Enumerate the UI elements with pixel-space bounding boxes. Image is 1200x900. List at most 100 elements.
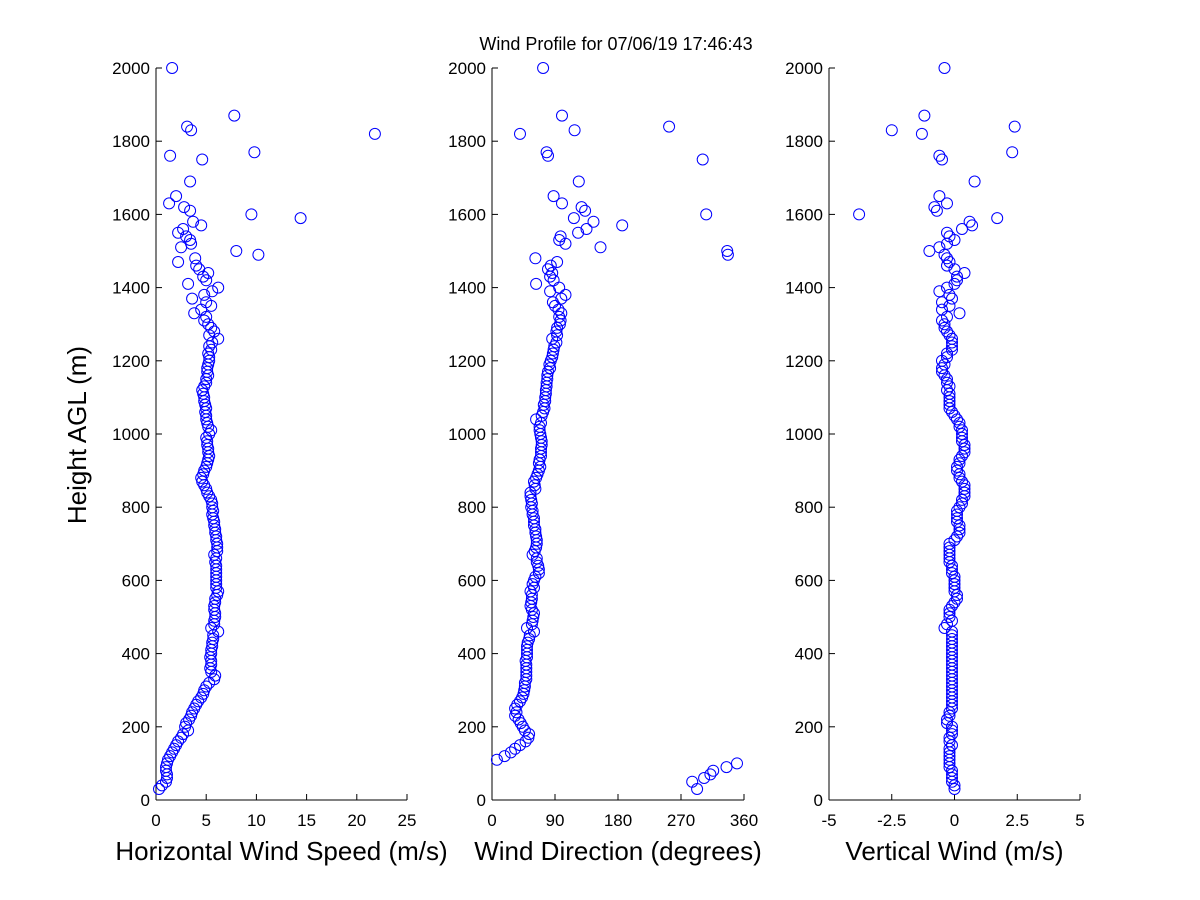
data-point <box>537 62 550 74</box>
panel-1: 0 200 400 600 800 1000 1200 1400 1600 1800 2000 0 5 1… <box>112 59 448 866</box>
data-point <box>540 146 553 159</box>
data-point <box>166 62 179 74</box>
x-tick-label: 90 <box>546 811 565 830</box>
data-point <box>956 493 968 506</box>
data-point <box>720 761 733 774</box>
data-point <box>1008 120 1021 133</box>
y-tick-label: 200 <box>122 718 150 737</box>
data-point <box>551 329 564 342</box>
data-point <box>200 402 213 415</box>
data-point <box>529 252 542 265</box>
x-tick-label: 0 <box>950 811 959 830</box>
x-tick-label: 0 <box>151 811 160 830</box>
data-point <box>933 149 946 162</box>
panel-3: 0 200 400 600 800 1000 1200 1400 1600 1800 2000 -5 -… <box>785 59 1085 866</box>
y-tick-label: 1800 <box>785 132 823 151</box>
y-tick-label: 1600 <box>785 205 823 224</box>
data-point <box>551 256 564 268</box>
data-point <box>1006 146 1019 159</box>
x-axis-label: Wind Direction (degrees) <box>474 836 762 866</box>
y-tick-label: 1000 <box>785 425 823 444</box>
data-point <box>164 149 177 162</box>
data-point <box>185 237 198 250</box>
x-tick-label: 360 <box>730 811 758 830</box>
data-point <box>198 288 211 301</box>
data-point <box>530 277 543 290</box>
y-tick-label: 400 <box>795 645 823 664</box>
y-tick-label: 1600 <box>112 205 150 224</box>
data-point <box>930 204 943 217</box>
data-point <box>228 109 241 122</box>
data-point <box>943 731 956 744</box>
data-point <box>938 358 951 371</box>
data-point <box>946 739 958 752</box>
data-point <box>201 457 214 470</box>
y-tick-label: 400 <box>458 645 486 664</box>
data-point <box>941 376 953 389</box>
data-point <box>184 175 197 188</box>
data-point <box>579 204 592 217</box>
data-point <box>951 274 963 287</box>
x-tick-label: 5 <box>201 811 210 830</box>
x-tick-label: 180 <box>604 811 632 830</box>
data-point <box>170 190 183 203</box>
data-point <box>200 680 213 693</box>
data-point <box>951 270 963 283</box>
data-point <box>946 768 958 781</box>
data-point <box>933 285 946 298</box>
data-point <box>948 779 961 792</box>
data-point <box>189 252 202 265</box>
data-point <box>512 713 525 726</box>
data-point <box>953 420 966 433</box>
data-point <box>200 310 213 323</box>
data-point <box>953 471 966 484</box>
data-point <box>200 460 213 473</box>
data-point <box>554 230 567 243</box>
data-point <box>529 570 542 583</box>
data-point <box>941 226 953 239</box>
data-point <box>941 252 953 265</box>
data-point <box>953 523 966 536</box>
y-tick-label: 1000 <box>112 425 150 444</box>
data-point <box>958 446 971 459</box>
data-point <box>943 380 956 393</box>
data-point <box>527 611 540 623</box>
data-point <box>936 362 948 375</box>
data-point <box>245 208 258 221</box>
data-point <box>948 783 961 795</box>
data-point <box>546 296 559 309</box>
data-point <box>663 120 676 133</box>
data-point <box>181 120 194 133</box>
data-point <box>948 409 961 422</box>
data-point <box>522 731 535 744</box>
x-tick-label: 5 <box>1075 811 1084 830</box>
data-point <box>941 325 953 338</box>
y-tick-label: 800 <box>122 498 150 517</box>
y-tick-label: 800 <box>795 498 823 517</box>
data-point <box>943 545 956 558</box>
data-point <box>951 460 963 473</box>
data-point <box>212 625 225 638</box>
data-point <box>559 288 572 301</box>
y-tick-label: 200 <box>795 718 823 737</box>
data-point <box>951 530 963 543</box>
data-point <box>547 190 560 203</box>
y-tick-label: 600 <box>458 571 486 590</box>
data-point <box>204 651 217 664</box>
y-tick-label: 1400 <box>448 279 486 298</box>
data-point <box>490 753 503 766</box>
data-point <box>197 468 210 481</box>
x-tick-label: 270 <box>667 811 695 830</box>
data-point <box>915 127 928 140</box>
data-point <box>580 223 593 235</box>
data-point <box>943 607 956 620</box>
data-point <box>188 307 201 320</box>
data-point <box>195 303 208 316</box>
data-point <box>946 559 958 572</box>
data-point <box>187 215 200 228</box>
x-tick-label: 25 <box>398 811 417 830</box>
data-point <box>951 413 963 426</box>
data-point <box>248 146 261 159</box>
